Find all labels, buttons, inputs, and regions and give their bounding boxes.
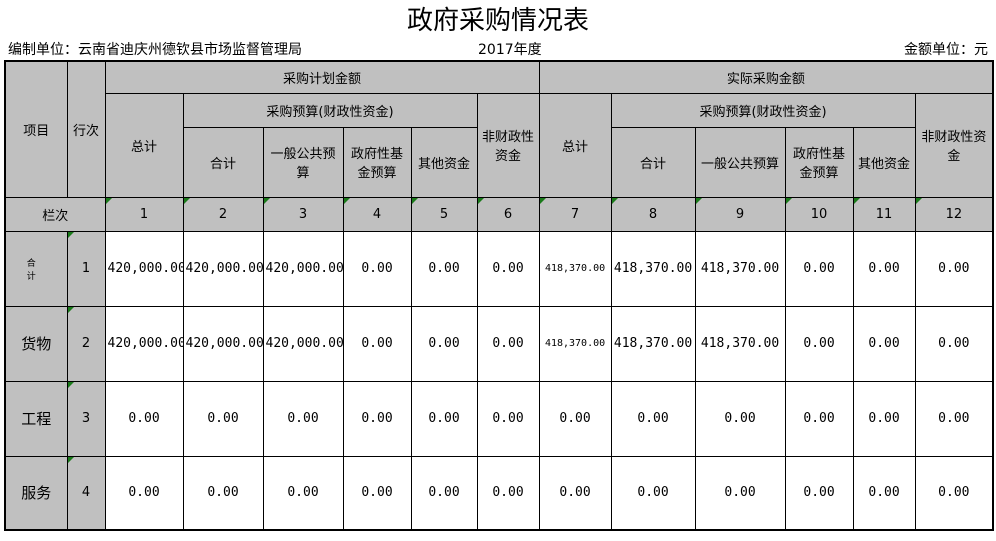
header-actual-other-funds: 其他资金 (852, 126, 916, 198)
header-actual-subtotal: 合计 (610, 126, 696, 198)
column-index: 4 (342, 196, 412, 232)
table-cell[interactable]: 0.00 (694, 455, 786, 531)
column-index: 9 (694, 196, 786, 232)
fiscal-year: 2017年度 (478, 42, 542, 58)
header-line: 行次 (66, 60, 106, 198)
table-cell[interactable]: 0.00 (784, 230, 854, 307)
row-line: 1 (66, 230, 106, 307)
header-plan-budget: 采购预算(财政性资金) (182, 92, 478, 128)
table-cell[interactable]: 0.00 (182, 380, 264, 457)
column-index-row: 栏次 1 2 3 4 5 6 7 8 9 10 11 12 (4, 196, 994, 232)
table-cell[interactable]: 0.00 (914, 230, 994, 307)
table-cell[interactable]: 418,370.00 (610, 230, 696, 307)
column-index: 2 (182, 196, 264, 232)
table-row: 工程 3 0.00 0.00 0.00 0.00 0.00 0.00 0.00 … (4, 380, 994, 457)
table-cell[interactable]: 0.00 (476, 380, 540, 457)
table-cell[interactable]: 418,370.00 (694, 230, 786, 307)
row-name: 货物 (4, 305, 68, 382)
row-line: 4 (66, 455, 106, 531)
header-actual-total: 总计 (538, 92, 612, 198)
table-row: 货物 2 420,000.00 420,000.00 420,000.00 0.… (4, 305, 994, 382)
header-plan-amount: 采购计划金额 (104, 60, 540, 94)
header-actual-non-fiscal: 非财政性资金 (914, 92, 994, 198)
table-cell[interactable]: 0.00 (410, 305, 478, 382)
header-item: 项目 (4, 60, 68, 198)
table-cell[interactable]: 0.00 (852, 380, 916, 457)
table-cell[interactable]: 420,000.00 (182, 305, 264, 382)
table-cell[interactable]: 0.00 (784, 455, 854, 531)
header-actual-budget: 采购预算(财政性资金) (610, 92, 916, 128)
column-index: 7 (538, 196, 612, 232)
table-cell[interactable]: 418,370.00 (610, 305, 696, 382)
table-cell[interactable]: 418,370.00 (538, 230, 612, 307)
table-cell[interactable]: 0.00 (104, 380, 184, 457)
column-index: 8 (610, 196, 696, 232)
table-cell[interactable]: 0.00 (342, 230, 412, 307)
table-row: 服务 4 0.00 0.00 0.00 0.00 0.00 0.00 0.00 … (4, 455, 994, 531)
page-title: 政府采购情况表 (406, 6, 589, 36)
table-cell[interactable]: 0.00 (914, 380, 994, 457)
column-index: 6 (476, 196, 540, 232)
table-cell[interactable]: 0.00 (104, 455, 184, 531)
money-unit: 金额单位：元 (904, 42, 988, 58)
header-plan-total: 总计 (104, 92, 184, 198)
row-line: 2 (66, 305, 106, 382)
header-plan-fund-budget: 政府性基金预算 (342, 126, 412, 198)
compiling-unit: 编制单位：云南省迪庆州德钦县市场监督管理局 (8, 42, 302, 58)
table-cell[interactable]: 0.00 (476, 230, 540, 307)
table-cell[interactable]: 418,370.00 (538, 305, 612, 382)
table-cell[interactable]: 0.00 (476, 305, 540, 382)
table-cell[interactable]: 0.00 (694, 380, 786, 457)
table-cell[interactable]: 0.00 (476, 455, 540, 531)
table-cell[interactable]: 0.00 (784, 305, 854, 382)
table-cell[interactable]: 0.00 (262, 455, 344, 531)
column-index: 1 (104, 196, 184, 232)
header-plan-other-funds: 其他资金 (410, 126, 478, 198)
row-name: 服务 (4, 455, 68, 531)
column-index: 3 (262, 196, 344, 232)
table-cell[interactable]: 0.00 (914, 455, 994, 531)
table-cell[interactable]: 0.00 (914, 305, 994, 382)
table-cell[interactable]: 420,000.00 (262, 230, 344, 307)
table-cell[interactable]: 0.00 (410, 230, 478, 307)
table-cell[interactable]: 420,000.00 (104, 230, 184, 307)
column-index: 11 (852, 196, 916, 232)
header-actual-general-budget: 一般公共预算 (694, 126, 786, 198)
table-cell[interactable]: 418,370.00 (694, 305, 786, 382)
header-plan-general-budget: 一般公共预算 (262, 126, 344, 198)
table-cell[interactable]: 0.00 (852, 230, 916, 307)
table-cell[interactable]: 420,000.00 (262, 305, 344, 382)
table-cell[interactable]: 0.00 (342, 380, 412, 457)
column-index: 5 (410, 196, 478, 232)
column-index-label: 栏次 (4, 196, 106, 232)
table-cell[interactable]: 0.00 (610, 455, 696, 531)
table-cell[interactable]: 420,000.00 (182, 230, 264, 307)
column-index: 12 (914, 196, 994, 232)
table-cell[interactable]: 0.00 (342, 455, 412, 531)
table-row: 合 计 1 420,000.00 420,000.00 420,000.00 0… (4, 230, 994, 307)
table-cell[interactable]: 0.00 (852, 455, 916, 531)
table-cell[interactable]: 0.00 (410, 380, 478, 457)
header-plan-subtotal: 合计 (182, 126, 264, 198)
procurement-table: 项目 行次 采购计划金额 实际采购金额 总计 采购预算(财政性资金) 非财政性资… (4, 60, 995, 531)
row-line: 3 (66, 380, 106, 457)
table-cell[interactable]: 0.00 (784, 380, 854, 457)
table-cell[interactable]: 0.00 (852, 305, 916, 382)
row-name: 合 计 (4, 230, 68, 307)
column-index: 10 (784, 196, 854, 232)
table-cell[interactable]: 0.00 (182, 455, 264, 531)
table-cell[interactable]: 0.00 (342, 305, 412, 382)
table-cell[interactable]: 0.00 (610, 380, 696, 457)
table-cell[interactable]: 0.00 (538, 455, 612, 531)
row-name: 工程 (4, 380, 68, 457)
table-cell[interactable]: 0.00 (538, 380, 612, 457)
table-cell[interactable]: 420,000.00 (104, 305, 184, 382)
header-plan-non-fiscal: 非财政性资金 (476, 92, 540, 198)
header-actual-fund-budget: 政府性基金预算 (784, 126, 854, 198)
table-cell[interactable]: 0.00 (262, 380, 344, 457)
header-actual-amount: 实际采购金额 (538, 60, 994, 94)
table-cell[interactable]: 0.00 (410, 455, 478, 531)
